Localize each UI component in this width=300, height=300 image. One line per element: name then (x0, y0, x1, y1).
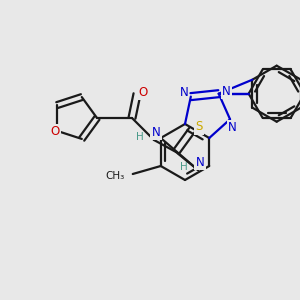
Text: O: O (51, 125, 60, 138)
Text: O: O (138, 85, 148, 98)
Text: CH₃: CH₃ (106, 171, 125, 181)
Text: N: N (228, 121, 236, 134)
Text: S: S (195, 121, 203, 134)
Text: H: H (180, 162, 188, 172)
Text: N: N (196, 155, 204, 169)
Text: N: N (222, 85, 231, 98)
Text: N: N (179, 86, 188, 99)
Text: H: H (136, 132, 144, 142)
Text: N: N (152, 125, 160, 139)
